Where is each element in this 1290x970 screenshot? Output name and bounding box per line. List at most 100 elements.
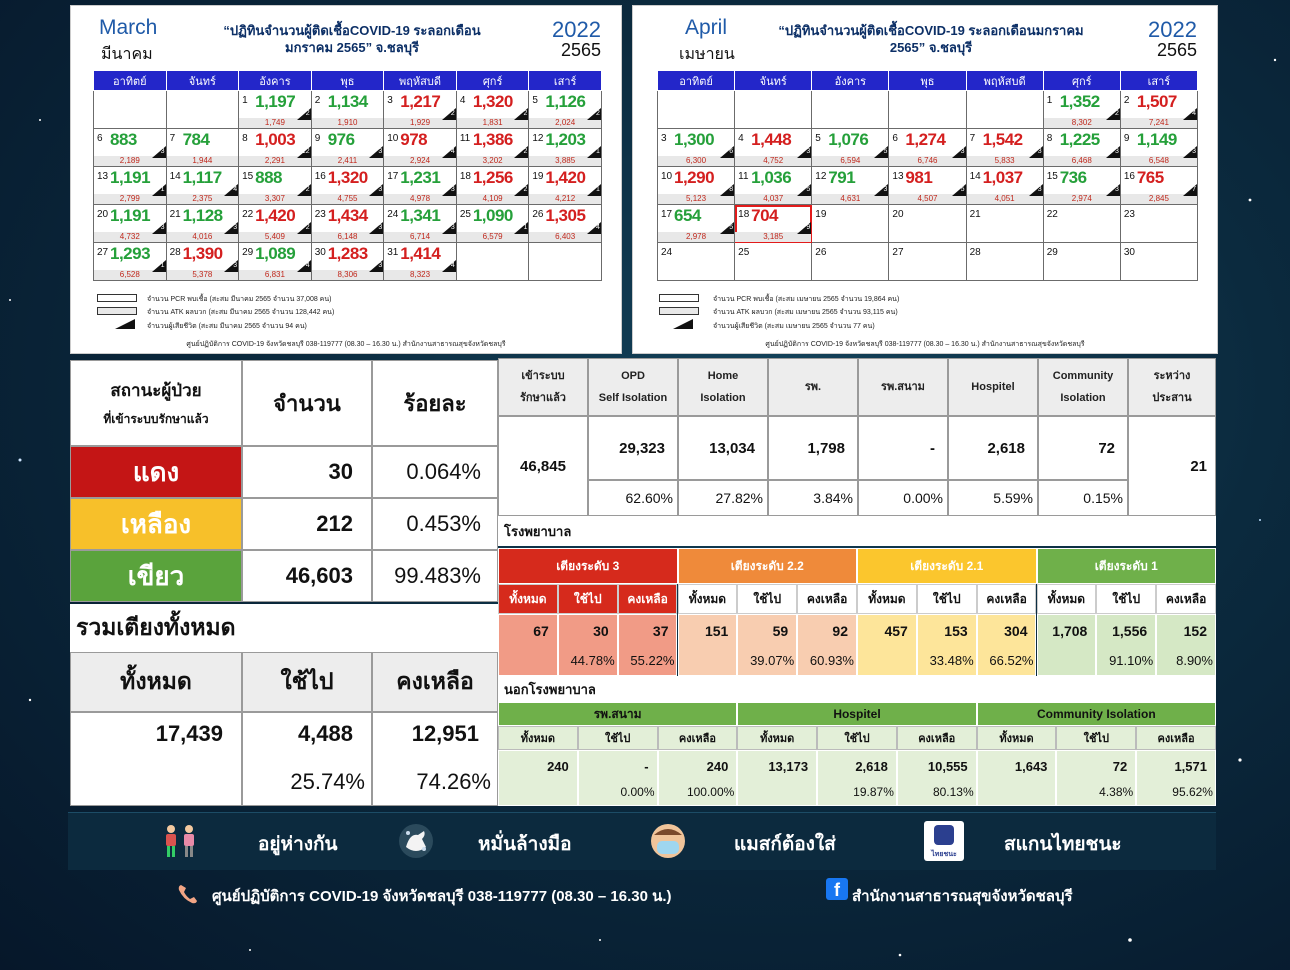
pcr-count: 1,390 — [182, 244, 224, 263]
death-count: 3 — [450, 224, 455, 231]
treatment-pct: 5.59% — [948, 480, 1038, 516]
atk-count: 8,302 — [1043, 118, 1120, 128]
death-marker: 2 — [296, 222, 311, 234]
day-number: 20 — [892, 209, 904, 220]
pcr-count: 976 — [327, 130, 355, 149]
death-marker: 4 — [586, 222, 601, 234]
treatment-value: 2,618 — [948, 416, 1038, 480]
death-count: 4 — [1192, 110, 1196, 117]
calendar-day-cell: 21 1,128 4,016 3 — [165, 204, 240, 243]
treatment-header-line: Isolation — [700, 392, 746, 404]
outside-subheader: ทั้งหมด — [498, 726, 578, 750]
death-count: 3 — [160, 224, 165, 231]
day-number: 8 — [1046, 133, 1053, 144]
death-marker: 9 — [797, 222, 812, 234]
day-number: 17 — [387, 171, 399, 182]
atk-count: 1,910 — [311, 118, 384, 128]
prevention-banner: อยู่ห่างกัน หมั่นล้างมือ แมสก์ต้องใส่ ไท… — [68, 812, 1216, 870]
pcr-count: 1,293 — [110, 244, 151, 263]
day-number: 29 — [242, 247, 254, 258]
treatment-header-line: รพ. — [804, 381, 822, 393]
death-marker: 3 — [369, 260, 384, 272]
calendar-day-cell: 16 1,320 4,755 3 — [310, 166, 385, 205]
pcr-count: 1,126 — [545, 92, 586, 111]
bed-level-subheader: ทั้งหมด — [677, 584, 738, 614]
death-marker: 3 — [1028, 184, 1043, 196]
pcr-count: 1,305 — [545, 206, 586, 225]
day-number: 24 — [387, 209, 399, 220]
death-marker: 1 — [151, 260, 166, 272]
death-count: 3 — [1037, 148, 1042, 155]
calendar-day-cell: 23 — [1119, 204, 1198, 243]
calendar-day-cell: 1 1,197 1,749 2 — [238, 90, 312, 129]
calendar-day-cell: 15 736 2,974 3 — [1042, 166, 1121, 205]
atk-count: 4,051 — [966, 194, 1043, 204]
day-number: 18 — [459, 171, 471, 182]
death-count: 1 — [160, 262, 165, 269]
status-red-label: แดง — [70, 446, 242, 498]
atk-count: 8,306 — [311, 270, 384, 280]
death-marker: 2 — [514, 108, 529, 120]
pcr-count: 883 — [110, 130, 137, 149]
contact-office[interactable]: สำนักงานสาธารณสุขจังหวัดชลบุรี — [852, 888, 1073, 905]
calendar-empty-cell — [455, 242, 530, 281]
calendar-grid: อาทิตย์ จันทร์ อังคาร พุธ พฤหัสบดี ศุกร์ เสาร์… — [656, 70, 1198, 281]
day-number: 13 — [892, 171, 904, 182]
death-marker: 3 — [1105, 184, 1120, 196]
treatment-header: รพ.สนาม — [858, 358, 948, 416]
face-mask-icon — [651, 824, 685, 858]
status-header-title: สถานะผู้ป่วย — [110, 381, 202, 400]
calendar-day-cell: 7 784 1,944 — [165, 128, 240, 167]
calendar-april: April เมษายน “ปฏิทินจำนวนผู้ติดเชื้อCOVI… — [632, 5, 1218, 354]
day-number: 5 — [532, 95, 538, 106]
day-number: 1 — [242, 95, 248, 106]
death-marker: 3 — [441, 184, 456, 196]
bed-level-subheader: คงเหลือ — [617, 584, 678, 614]
weekday-header: เสาร์ — [528, 70, 602, 91]
facebook-icon[interactable]: f — [826, 878, 848, 900]
day-number: 15 — [1046, 171, 1058, 182]
death-count: 8 — [729, 186, 734, 193]
death-count: 1 — [596, 186, 600, 193]
pcr-count: 1,386 — [472, 130, 514, 149]
pcr-count: 765 — [1136, 168, 1164, 187]
status-red-pct: 0.064% — [372, 446, 498, 498]
weekday-header: ศุกร์ — [455, 70, 530, 91]
atk-count: 5,833 — [966, 156, 1043, 166]
bed-level-value: 457 — [884, 623, 908, 639]
pcr-count: 1,191 — [110, 206, 151, 225]
bed-level-pct: 91.10% — [1109, 653, 1154, 668]
outside-subheader: คงเหลือ — [1136, 726, 1216, 750]
day-number: 26 — [532, 209, 544, 220]
day-number: 10 — [387, 133, 399, 144]
death-count: 3 — [1114, 148, 1119, 155]
bed-level-header: เตียงระดับ 3 — [498, 548, 678, 584]
death-marker: 2 — [441, 108, 456, 120]
death-marker: 3 — [224, 222, 239, 234]
banner-mask: แมสก์ต้องใส่ — [734, 834, 836, 855]
death-marker: 3 — [151, 146, 166, 158]
total-beds-title: รวมเตียงทั้งหมด — [70, 604, 498, 652]
bed-level-subheader: ทั้งหมด — [857, 584, 917, 614]
calendar-empty-cell — [965, 90, 1044, 129]
bed-level-cell: 37 55.22% — [617, 614, 678, 676]
treatment-value: 1,798 — [768, 416, 858, 480]
atk-count: 4,755 — [311, 194, 384, 204]
bed-level-value: 304 — [1004, 623, 1028, 639]
status-yellow-count: 212 — [242, 498, 372, 550]
calendar-empty-cell — [528, 242, 602, 281]
death-marker: 3 — [1182, 146, 1197, 158]
day-number: 9 — [314, 133, 321, 144]
treatment-header-line: ระหว่าง — [1153, 370, 1191, 382]
calendar-day-cell: 12 791 4,631 3 — [811, 166, 890, 205]
treatment-header-line: ประสาน — [1152, 392, 1192, 404]
death-marker: 3 — [874, 184, 889, 196]
treatment-header-line: เข้าระบบ — [521, 370, 565, 382]
death-count: 12 — [301, 148, 310, 155]
calendar-march: March มีนาคม “ปฏิทินจำนวนผู้ติดเชื้อCOVI… — [70, 5, 622, 354]
atk-count: 4,752 — [735, 156, 812, 166]
atk-count: 6,468 — [1043, 156, 1120, 166]
day-number: 13 — [97, 171, 109, 182]
pcr-count: 1,217 — [400, 92, 441, 111]
death-marker: 3 — [797, 146, 812, 158]
